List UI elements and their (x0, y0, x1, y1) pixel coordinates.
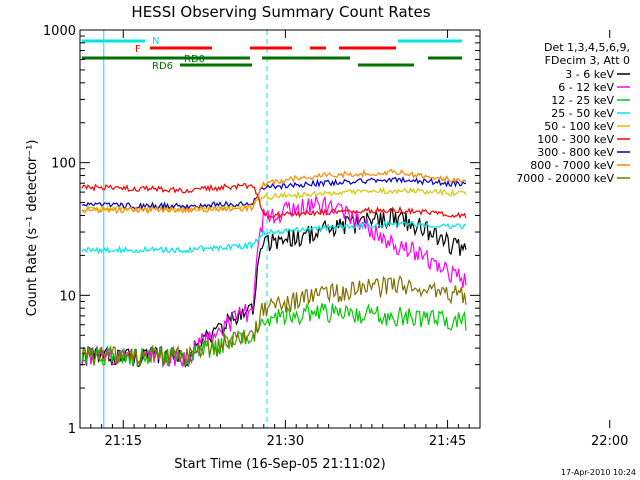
chart-title: HESSI Observing Summary Count Rates (131, 3, 430, 21)
flag-bars: NF RD0 RD6 (82, 36, 462, 72)
legend-label-0: 3 - 6 keV (565, 68, 614, 81)
y-tick-label-3: 1000 (43, 24, 76, 39)
y-tick-label-2: 100 (51, 157, 76, 172)
y-tick-label-0: 1 (68, 422, 76, 437)
series-line-6 (81, 175, 466, 210)
footer-timestamp: 17-Apr-2010 10:24 (561, 468, 636, 477)
flag-label-rd6: RD6 (152, 61, 173, 72)
flag-label-rd0: RD0 (184, 54, 205, 65)
legend-header-line-2: FDecim 3, Att 0 (545, 54, 630, 67)
x-tick-label-2: 21:45 (429, 434, 466, 449)
legend-header-line-1: Det 1,3,4,5,6,9, (544, 41, 630, 54)
legend-label-4: 50 - 100 keV (544, 120, 614, 133)
legend-label-8: 7000 - 20000 keV (516, 172, 614, 185)
legend-header: Det 1,3,4,5,6,9, FDecim 3, Att 0 (544, 41, 630, 67)
x-tick-label-1: 21:30 (267, 434, 304, 449)
legend-label-3: 25 - 50 keV (551, 107, 614, 120)
legend-label-1: 6 - 12 keV (558, 81, 614, 94)
y-axis-label: Count Rate (s⁻¹ detector⁻¹) (25, 140, 40, 317)
series-line-3 (81, 220, 467, 255)
x-tick-label-3: 22:00 (591, 434, 628, 449)
legend-label-2: 12 - 25 keV (551, 94, 614, 107)
flag-label-n: N (152, 36, 159, 47)
plot-area (81, 30, 467, 428)
series-line-5 (81, 182, 467, 220)
series-line-0 (81, 207, 467, 368)
legend-label-6: 300 - 800 keV (537, 146, 614, 159)
x-tick-label-0: 21:15 (105, 434, 142, 449)
flag-label-f: F (135, 44, 141, 55)
series-line-2 (81, 302, 467, 367)
axes: 21:1521:3021:4522:0022:1522:3022:4511010… (43, 24, 629, 449)
series-line-7 (81, 168, 467, 215)
legend-label-5: 100 - 300 keV (537, 133, 614, 146)
legend-label-7: 800 - 7000 keV (530, 159, 614, 172)
series-line-4 (81, 186, 467, 213)
plot-frame (79, 29, 481, 429)
y-tick-label-1: 10 (59, 289, 76, 304)
x-axis-label: Start Time (16-Sep-05 21:11:02) (174, 457, 385, 472)
series-line-8 (81, 274, 467, 366)
